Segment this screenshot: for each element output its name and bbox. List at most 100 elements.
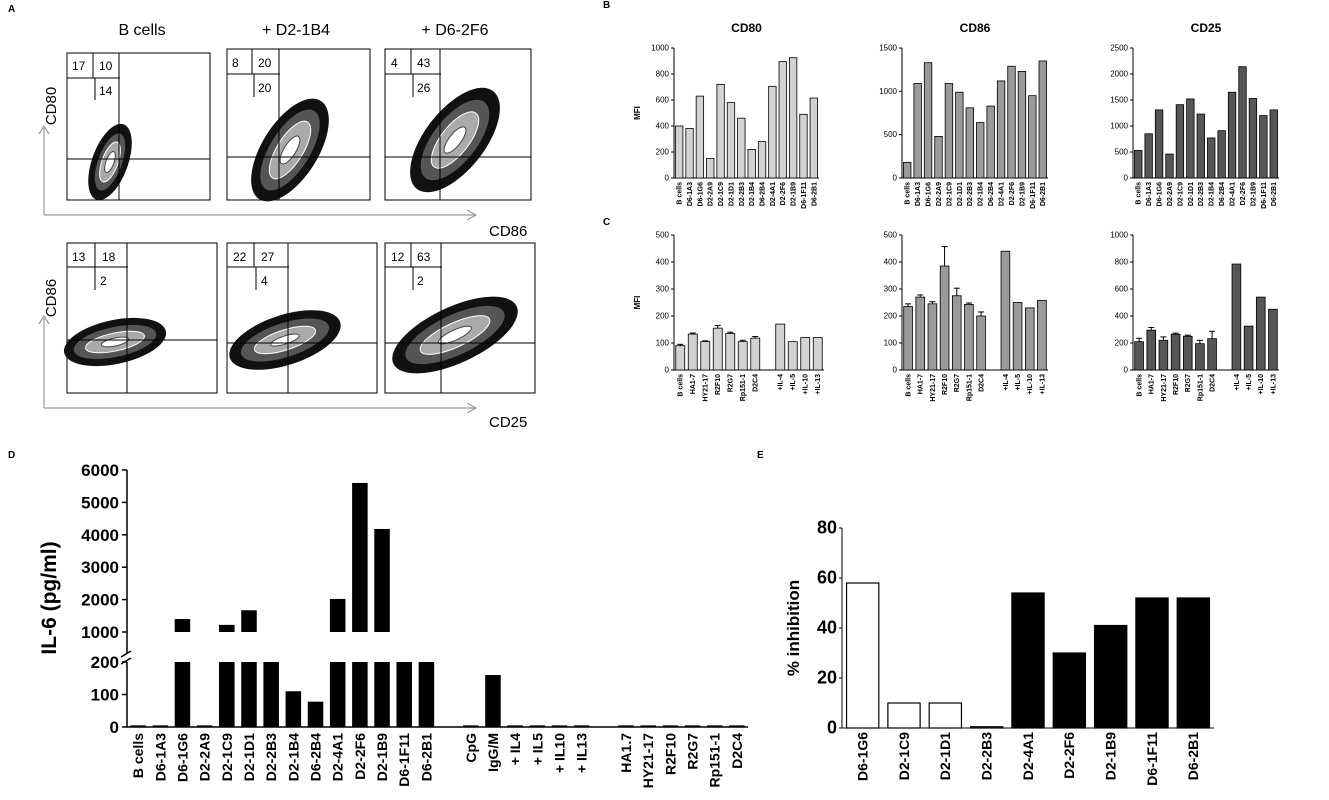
- bar: [700, 341, 711, 371]
- x-tick-label: R2G7: [685, 733, 701, 770]
- y-tick-label: 200: [656, 311, 670, 320]
- y-tick-label: 0: [827, 717, 837, 737]
- bar: [996, 80, 1006, 179]
- bar: [1007, 65, 1016, 179]
- x-tick-label: D2-4A1: [770, 182, 777, 206]
- x-tick-label: D6-1A3: [915, 182, 922, 206]
- x-tick-label: D2-2B3: [1198, 182, 1205, 206]
- y-tick-label: 6000: [81, 461, 119, 480]
- x-tick-label: D2-1B4: [1209, 182, 1216, 206]
- x-tick-label: +IL-4: [1003, 374, 1010, 391]
- y-tick-label: 0: [110, 718, 119, 737]
- x-tick-label: D2-2A9: [708, 182, 715, 206]
- y-tick-label: 2000: [1110, 69, 1128, 78]
- bar: [726, 102, 736, 179]
- bar: [1093, 624, 1128, 729]
- x-tick-label: + IL5: [529, 733, 545, 766]
- y-tick-label: 1000: [651, 43, 669, 52]
- y-tick-label: 400: [656, 121, 670, 130]
- x-tick-label: D2-1C9: [718, 182, 725, 206]
- bar: [1238, 66, 1247, 179]
- y-tick-label: 1000: [1110, 230, 1128, 239]
- chart-title: CD25: [1191, 21, 1222, 35]
- q-bot-3-tl: 12: [391, 250, 405, 264]
- x-tick-label: +IL-5: [1015, 374, 1022, 391]
- x-tick-label: D6-1G6: [174, 733, 190, 782]
- q-bot-2-br: 4: [261, 274, 268, 288]
- bar: [675, 345, 686, 371]
- x-tick-label: +IL-5: [790, 374, 797, 391]
- x-tick-label: D6-1A3: [687, 182, 694, 206]
- bar: [934, 135, 943, 179]
- bar: [1038, 60, 1047, 179]
- bar: [485, 675, 501, 727]
- x-tick-label: D2-2B3: [739, 182, 746, 206]
- bar: [1176, 597, 1211, 729]
- q-bot-2-tr: 27: [261, 250, 275, 264]
- y-tick-label: 0: [1124, 173, 1129, 182]
- bar: [986, 105, 995, 179]
- y-tick-label: 0: [893, 365, 898, 374]
- bar: [329, 662, 346, 727]
- bar: [352, 662, 368, 727]
- x-tick-label: +IL-10: [803, 374, 810, 395]
- bar: [219, 662, 235, 727]
- bar: [1158, 339, 1169, 371]
- y-axis-label: MFI: [633, 106, 642, 120]
- bar: [263, 662, 279, 727]
- x-tick-label: R2F10: [715, 374, 722, 395]
- bar: [1227, 91, 1237, 179]
- q-bot-2-tl: 22: [233, 250, 247, 264]
- x-tick-label: D2-4A1: [1020, 732, 1036, 780]
- x-tick-label: D2-1B9: [1250, 182, 1257, 206]
- x-tick-label: B cells: [905, 182, 912, 205]
- y-tick-label: 1000: [879, 87, 897, 96]
- bar: [1165, 153, 1174, 179]
- bar: [1134, 341, 1144, 371]
- x-tick-label: D2-2A9: [936, 182, 943, 206]
- x-tick-label: D2-2B3: [967, 182, 974, 206]
- x-tick-label: B cells: [678, 374, 685, 397]
- bar: [712, 327, 723, 371]
- y-tick-label: 0: [1124, 365, 1129, 374]
- bar: [809, 97, 818, 179]
- x-tick-label: D2-1D1: [957, 182, 964, 206]
- panel-letter-a: A: [8, 4, 15, 15]
- bar: [418, 662, 435, 727]
- q-bot-3-br: 2: [417, 274, 424, 288]
- bar: [955, 91, 964, 179]
- bar: [1017, 71, 1027, 179]
- bar: [1144, 133, 1153, 179]
- top-y-label: CD80: [43, 87, 60, 125]
- q-bot-1-tr: 18: [102, 250, 116, 264]
- x-tick-label: D6-2B1: [1040, 182, 1047, 206]
- bar: [695, 95, 705, 179]
- y-tick-label: 400: [884, 257, 898, 266]
- x-tick-label: D2-2A9: [1167, 182, 1174, 206]
- bar: [1196, 113, 1205, 179]
- y-tick-label: 300: [884, 284, 898, 293]
- bar-upper: [174, 619, 191, 632]
- bar: [1195, 343, 1205, 371]
- x-tick-label: D6-2B4: [988, 182, 995, 206]
- bar: [1248, 98, 1258, 179]
- bar: [152, 725, 169, 727]
- x-tick-label: +IL-5: [1246, 374, 1253, 391]
- y-axis-label: MFI: [633, 296, 642, 310]
- bar-upper: [219, 624, 235, 632]
- panel-letter-d: D: [8, 450, 15, 461]
- bar: [927, 303, 938, 371]
- x-tick-label: D6-1G6: [1157, 182, 1164, 207]
- x-tick-label: D2-1B9: [1019, 182, 1026, 206]
- x-tick-label: D2-1C9: [219, 733, 235, 781]
- bar: [887, 702, 921, 729]
- bar: [662, 725, 679, 727]
- bar: [788, 57, 798, 179]
- x-tick-label: D2-2B3: [979, 732, 995, 780]
- y-tick-label: 5000: [81, 493, 119, 512]
- y-tick-label: 100: [656, 338, 670, 347]
- bar: [675, 125, 684, 179]
- bar-upper: [374, 528, 390, 632]
- bar: [1146, 329, 1157, 371]
- bar: [775, 323, 786, 371]
